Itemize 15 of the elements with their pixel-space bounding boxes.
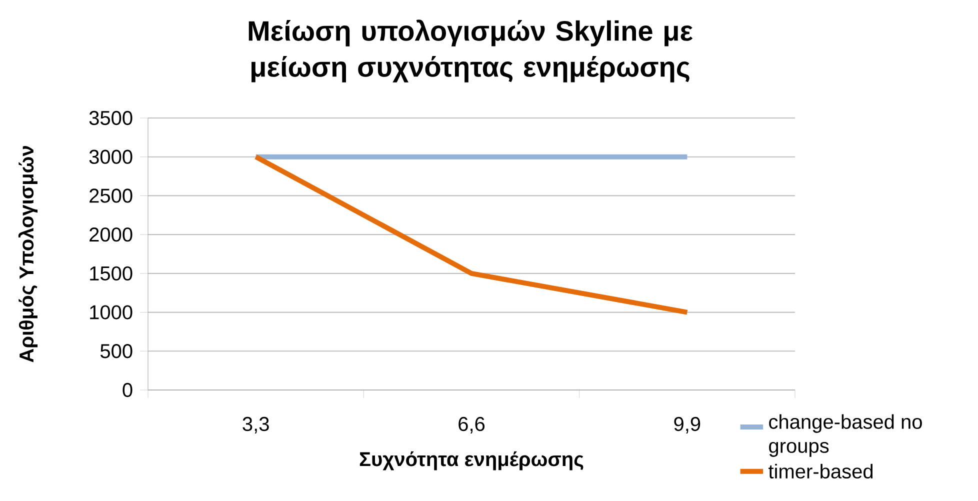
y-tick-label: 500 <box>100 344 132 358</box>
y-tick-label: 2000 <box>90 227 132 242</box>
x-axis-title: Συχνότητα ενημέρωσης <box>360 451 584 470</box>
y-tick-label: 3500 <box>89 110 132 126</box>
y-tick-label: 3000 <box>89 150 132 164</box>
y-tick-label: 1000 <box>90 305 132 320</box>
x-tick-label: 6,6 <box>458 416 485 434</box>
y-tick-label: 1500 <box>90 266 132 281</box>
legend-label: timer-based <box>768 464 873 479</box>
y-tick-label: 2500 <box>90 188 132 203</box>
y-axis-title: Αριθμός Υπολογισμών <box>18 146 38 362</box>
x-tick-label: 3,3 <box>242 416 269 434</box>
y-tick-label: 0 <box>122 382 132 398</box>
chart-title: Μείωση υπολογισμών Skyline με μείωση συχνότητας ενημέρωσης <box>248 20 693 82</box>
x-tick-label: 9,9 <box>674 416 700 434</box>
